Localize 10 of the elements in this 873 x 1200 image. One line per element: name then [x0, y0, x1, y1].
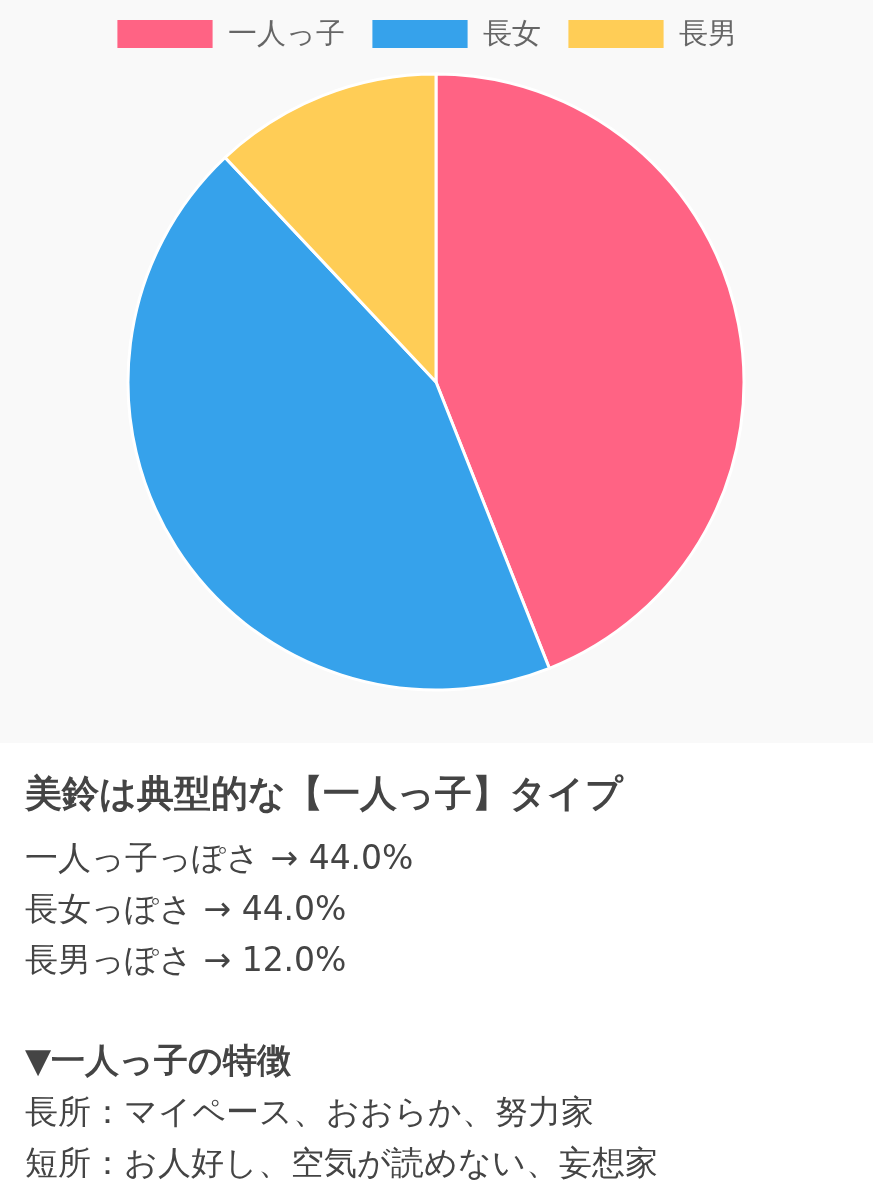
legend-label: 長男 — [679, 16, 737, 50]
text: 一人っ子っぽさ → 44.0% — [25, 838, 414, 877]
text: 長所：マイペース、おおらか、努力家 — [25, 1092, 594, 1131]
legend-label: 一人っ子 — [228, 16, 345, 50]
text: 美鈴は典型的な【一人っ子】タイプ — [24, 772, 624, 815]
text: ▼一人っ子の特徴 — [25, 1040, 293, 1080]
text: 長男っぽさ → 12.0% — [25, 940, 347, 979]
text: 長女っぽさ → 44.0% — [25, 889, 347, 928]
text: 短所：お人好し、空気が読めない、妄想家 — [25, 1143, 658, 1182]
legend-label: 長女 — [483, 16, 541, 50]
